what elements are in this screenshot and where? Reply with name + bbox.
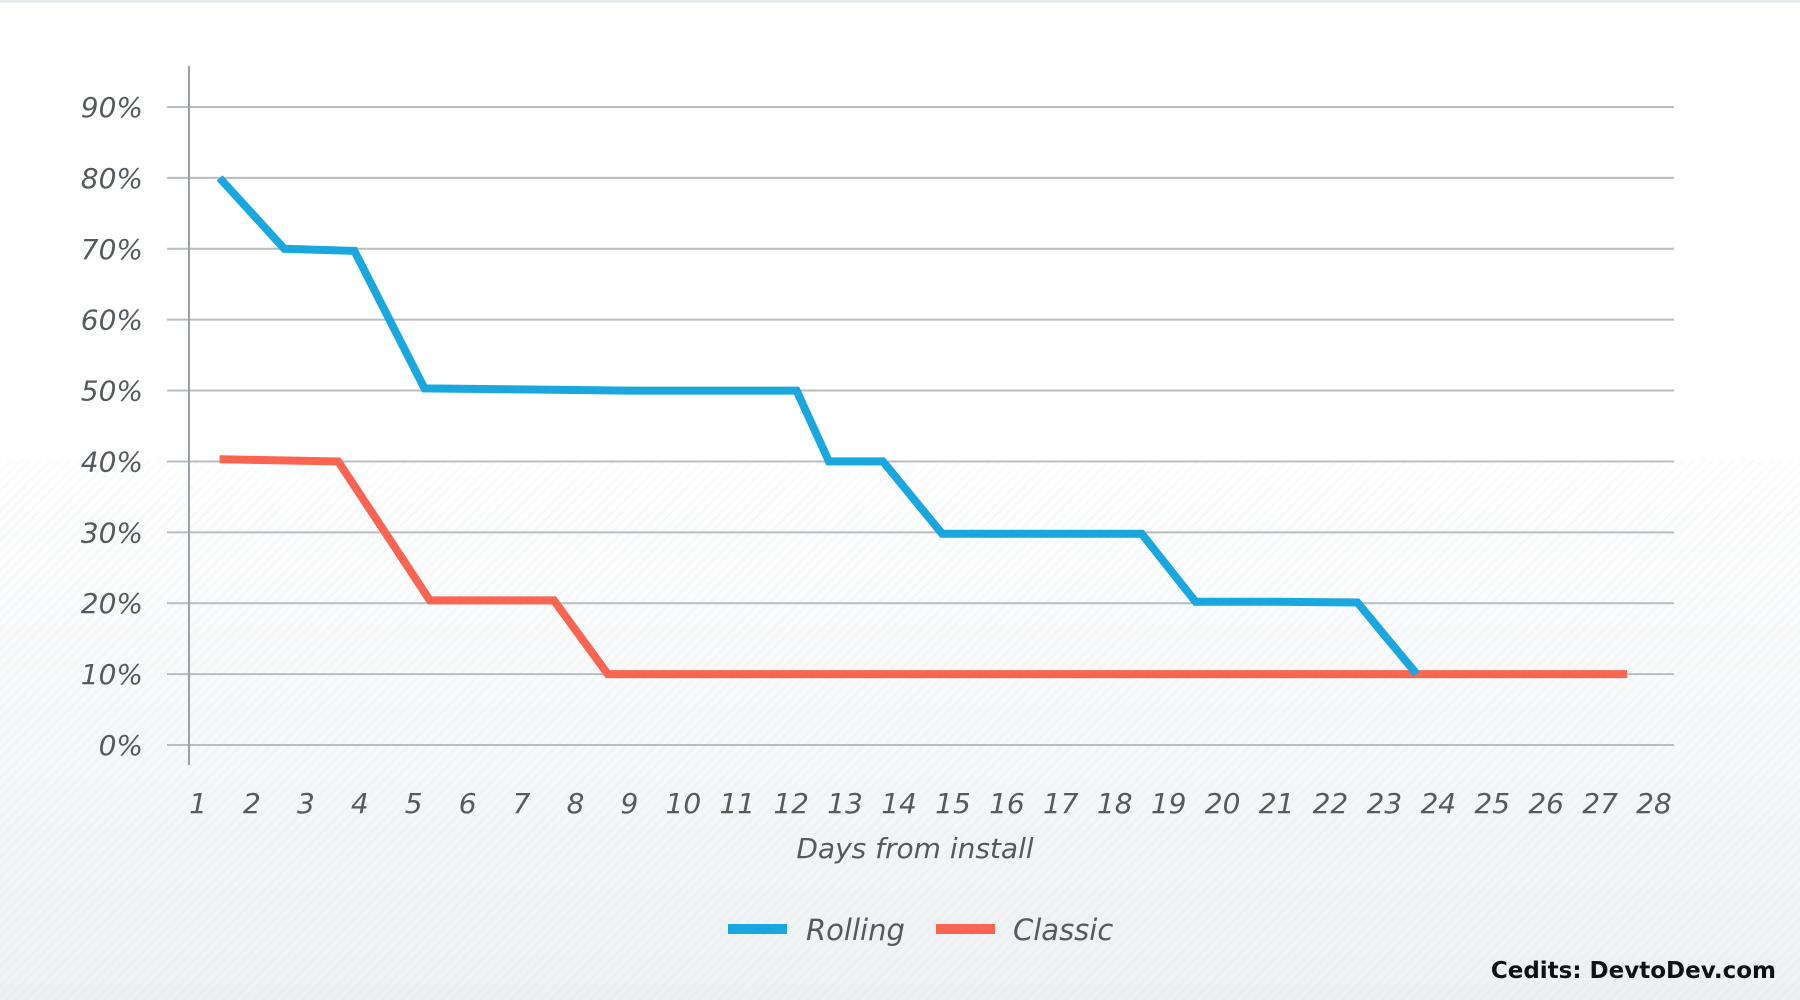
y-tick-label: 90% xyxy=(81,91,143,124)
x-tick-label: 11 xyxy=(719,787,755,820)
background-shade xyxy=(0,460,1800,1000)
x-tick-label: 27 xyxy=(1582,787,1618,820)
x-tick-label: 21 xyxy=(1259,787,1295,820)
x-tick-label: 6 xyxy=(459,787,477,820)
y-tick-label: 0% xyxy=(99,729,143,762)
legend-swatch-classic xyxy=(936,924,995,934)
x-tick-label: 2 xyxy=(243,787,261,820)
x-tick-label: 4 xyxy=(351,787,369,820)
y-axis-ticks: 0% 10% 20% 30% 40% 50% 60% 70% 80% 90% xyxy=(81,91,143,762)
y-tick-label: 30% xyxy=(81,516,143,549)
x-tick-label: 9 xyxy=(620,787,638,820)
legend: Rolling Classic xyxy=(728,913,1113,947)
x-tick-label: 1 xyxy=(189,787,207,820)
x-tick-label: 8 xyxy=(567,787,585,820)
x-tick-label: 28 xyxy=(1636,787,1672,820)
legend-label-classic: Classic xyxy=(1013,913,1113,947)
series-line-classic xyxy=(219,455,1627,679)
series-line-rolling xyxy=(216,175,1420,677)
x-tick-label: 20 xyxy=(1205,787,1241,820)
x-tick-label: 10 xyxy=(666,787,702,820)
series-lines xyxy=(216,175,1627,679)
legend-swatch-rolling xyxy=(728,924,787,934)
x-tick-label: 23 xyxy=(1367,787,1403,820)
legend-label-rolling: Rolling xyxy=(806,913,905,947)
x-tick-label: 19 xyxy=(1151,787,1187,820)
y-tick-label: 60% xyxy=(81,304,143,337)
x-tick-label: 17 xyxy=(1043,787,1079,820)
x-tick-label: 7 xyxy=(513,787,531,820)
x-tick-label: 3 xyxy=(297,787,315,820)
x-tick-label: 14 xyxy=(881,787,917,820)
x-tick-label: 24 xyxy=(1420,787,1456,820)
x-tick-label: 26 xyxy=(1528,787,1564,820)
x-tick-label: 18 xyxy=(1097,787,1133,820)
y-tick-label: 80% xyxy=(81,162,143,195)
grid-lines xyxy=(167,106,1674,746)
y-tick-label: 20% xyxy=(81,587,143,620)
y-tick-label: 10% xyxy=(81,658,143,691)
x-axis-ticks: 1 2 3 4 5 6 7 8 9 10 11 12 13 14 15 16 17 18 19 20 21 22 23 24 2… xyxy=(189,787,1672,820)
x-tick-label: 15 xyxy=(935,787,971,820)
y-tick-label: 70% xyxy=(81,233,143,266)
x-tick-label: 22 xyxy=(1313,787,1349,820)
x-tick-label: 5 xyxy=(405,787,423,820)
x-tick-label: 25 xyxy=(1474,787,1510,820)
x-axis-label: Days from install xyxy=(796,832,1033,865)
x-tick-label: 12 xyxy=(773,787,809,820)
x-tick-label: 16 xyxy=(989,787,1025,820)
y-tick-label: 40% xyxy=(81,445,143,478)
top-border xyxy=(0,0,1800,3)
y-tick-label: 50% xyxy=(81,375,143,408)
x-tick-label: 13 xyxy=(827,787,863,820)
credits-text: Cedits: DevtoDev.com xyxy=(1490,958,1776,984)
